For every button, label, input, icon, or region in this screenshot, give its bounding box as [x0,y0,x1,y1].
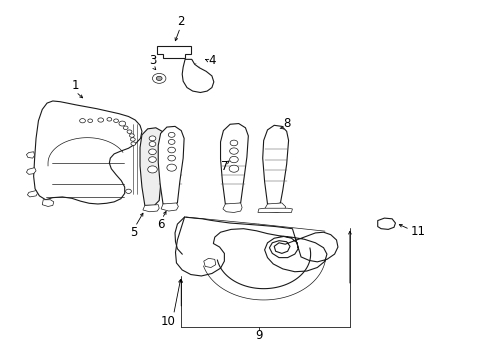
Circle shape [229,165,238,172]
Circle shape [129,134,134,137]
Circle shape [113,119,118,122]
Text: 7: 7 [220,160,228,173]
Polygon shape [203,258,215,267]
Circle shape [147,166,157,173]
Circle shape [107,118,112,121]
Circle shape [80,118,85,123]
Circle shape [229,148,238,154]
Polygon shape [377,218,395,229]
Polygon shape [220,123,248,206]
Polygon shape [262,125,288,206]
Circle shape [131,142,136,145]
Text: 6: 6 [157,217,164,231]
Circle shape [119,121,125,126]
Circle shape [156,76,162,81]
Polygon shape [175,217,337,276]
Polygon shape [223,203,242,212]
Text: 3: 3 [148,54,156,67]
Text: 2: 2 [177,15,184,28]
Polygon shape [34,101,142,204]
Circle shape [88,119,92,122]
Circle shape [125,189,131,193]
Polygon shape [140,128,164,206]
Circle shape [149,136,156,141]
Text: 10: 10 [160,315,175,328]
Circle shape [167,147,175,153]
Circle shape [148,149,156,154]
Circle shape [127,130,132,134]
Circle shape [98,118,103,122]
Circle shape [168,132,175,137]
Text: 8: 8 [283,117,290,130]
Circle shape [166,164,176,171]
Polygon shape [42,200,54,207]
Polygon shape [161,203,178,211]
Polygon shape [142,205,159,212]
Polygon shape [27,190,38,197]
Polygon shape [182,59,213,93]
Text: 5: 5 [129,226,137,239]
Polygon shape [26,152,35,158]
Circle shape [230,140,237,146]
Text: 1: 1 [72,79,80,92]
Polygon shape [158,126,184,206]
Polygon shape [264,203,285,212]
Circle shape [148,157,156,162]
Polygon shape [26,168,36,174]
Text: 11: 11 [409,225,425,238]
Polygon shape [157,46,190,58]
Polygon shape [257,208,292,212]
Circle shape [149,141,156,147]
Circle shape [167,155,175,161]
Circle shape [123,126,128,130]
Text: 9: 9 [255,329,262,342]
Text: 4: 4 [208,54,215,67]
Circle shape [229,156,238,163]
Circle shape [168,139,175,144]
Circle shape [152,73,165,83]
Circle shape [130,138,135,141]
